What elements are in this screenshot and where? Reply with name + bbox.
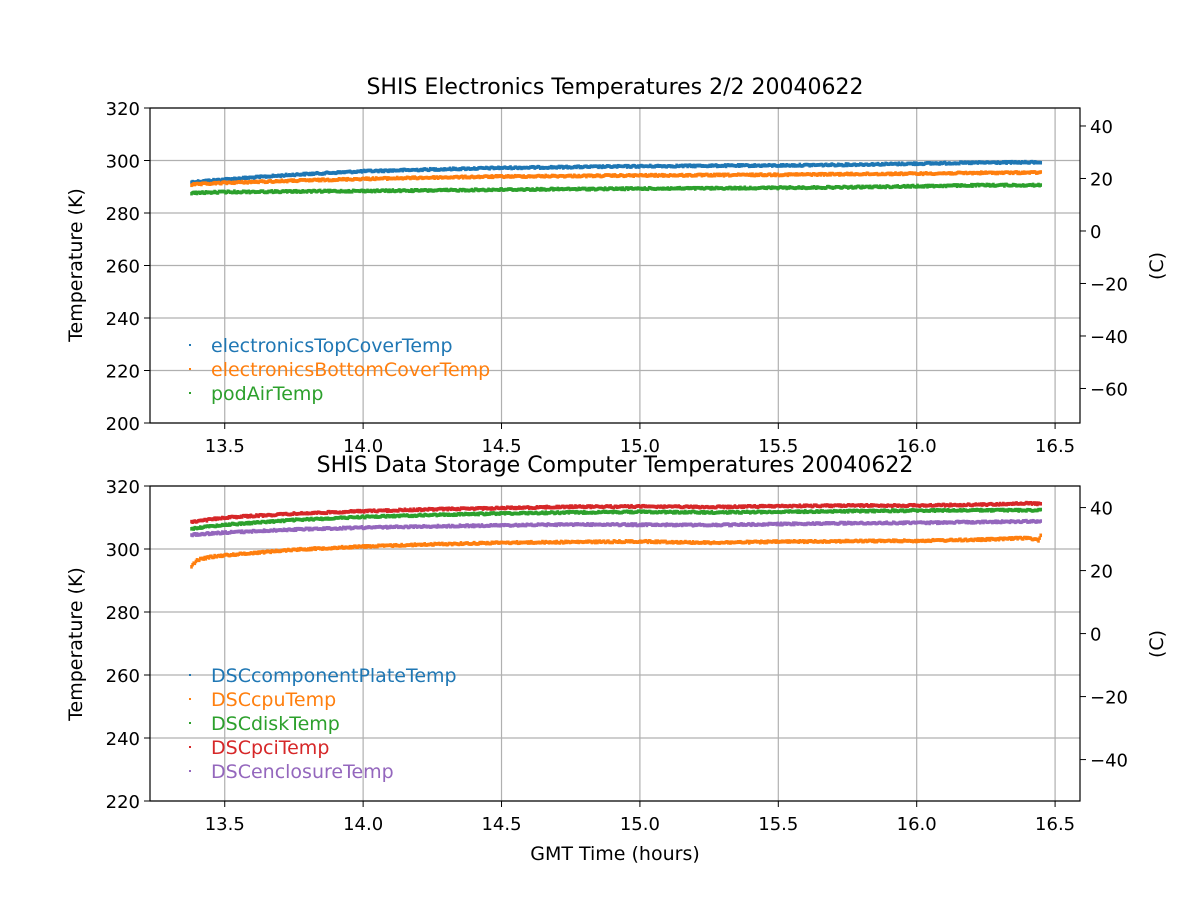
top-chart-y-tick-label: 280: [106, 204, 140, 225]
top-chart-data-point: [1039, 170, 1043, 174]
top-chart-x-tick-label: 15.0: [620, 436, 660, 457]
top-chart-y-tick-label: 300: [106, 152, 140, 173]
bottom-chart-series-DSCcpuTemp: [190, 533, 1043, 569]
bottom-chart-data-point: [197, 558, 201, 563]
bottom-chart-series-DSCdiskTemp: [190, 507, 1043, 531]
top-chart-data: [190, 159, 1043, 196]
bottom-chart-series-DSCpciTemp: [190, 500, 1043, 525]
top-chart-y2-tick-label: 20: [1090, 169, 1113, 190]
top-chart-legend-label: electronicsBottomCoverTemp: [211, 359, 490, 381]
bottom-chart-data-point: [1039, 533, 1043, 538]
top-chart-legend-label: electronicsTopCoverTemp: [211, 335, 453, 357]
top-chart-x-tick-label: 16.5: [1035, 436, 1075, 457]
bottom-chart-data-point: [193, 561, 197, 566]
bottom-chart-data-point: [1037, 539, 1040, 543]
top-chart-series-electronicsBottomCoverTemp: [190, 170, 1043, 188]
top-chart-y-tick-label: 260: [106, 257, 140, 278]
bottom-chart-data-point: [1038, 536, 1041, 540]
bottom-chart-data-point: [190, 564, 193, 569]
top-chart-x-ticks: 13.5 14.0 14.5 15.0 15.5 16.0 16.5: [205, 423, 1075, 457]
top-chart-x-tick-label: 14.0: [343, 436, 383, 457]
top-chart-y-ticks: 200 220 240 260 280 300 320: [106, 99, 150, 435]
bottom-chart-data-point: [1039, 507, 1043, 512]
top-chart-y2-ticks: −60 −40 −20 0 20 40: [1080, 117, 1128, 400]
top-chart-y-tick-label: 220: [106, 362, 140, 383]
top-chart-y2-tick-label: 0: [1090, 222, 1101, 243]
top-chart-legend: electronicsTopCoverTempelectronicsBottom…: [189, 335, 490, 405]
top-chart-data-point: [1039, 183, 1043, 187]
top-chart-y2-axis-label: (C): [1146, 252, 1168, 280]
top-chart-title: SHIS Electronics Temperatures 2/2 200406…: [366, 75, 863, 100]
top-chart-y2-tick-label: −60: [1090, 379, 1128, 400]
top-chart-legend-marker: [189, 344, 191, 346]
top-chart-x-tick-label: 16.0: [897, 436, 937, 457]
top-chart-data-point: [1039, 160, 1043, 165]
bottom-chart-series-DSCenclosureTemp: [190, 518, 1043, 538]
bottom-chart-data-point: [1039, 501, 1043, 506]
top-chart-series-podAirTemp: [190, 182, 1043, 196]
top-chart-y-tick-label: 240: [106, 309, 140, 330]
top-chart-legend-marker: [189, 368, 191, 370]
top-chart-panel: SHIS Electronics Temperatures 2/2 200406…: [65, 75, 1168, 457]
top-chart-y2-tick-label: 40: [1090, 117, 1113, 138]
bottom-chart-panel: SHIS Data Storage Computer Temperatures …: [65, 453, 1168, 865]
top-chart-y2-tick-label: −20: [1090, 274, 1128, 295]
top-chart-legend-marker: [189, 392, 191, 394]
top-chart-y-axis-label: Temperature (K): [65, 188, 87, 343]
top-chart-y-tick-label: 320: [106, 99, 140, 120]
top-chart-x-tick-label: 15.5: [758, 436, 798, 457]
bottom-chart-data: [190, 500, 1043, 569]
bottom-chart-title: SHIS Data Storage Computer Temperatures …: [317, 453, 914, 478]
top-chart-series-electronicsTopCoverTemp: [190, 159, 1043, 185]
top-chart-x-tick-label: 13.5: [205, 436, 245, 457]
top-chart-x-tick-label: 14.5: [481, 436, 521, 457]
top-chart-y2-tick-label: −40: [1090, 327, 1128, 348]
top-chart-y-tick-label: 200: [106, 414, 140, 435]
top-chart-legend-label: podAirTemp: [211, 383, 323, 405]
